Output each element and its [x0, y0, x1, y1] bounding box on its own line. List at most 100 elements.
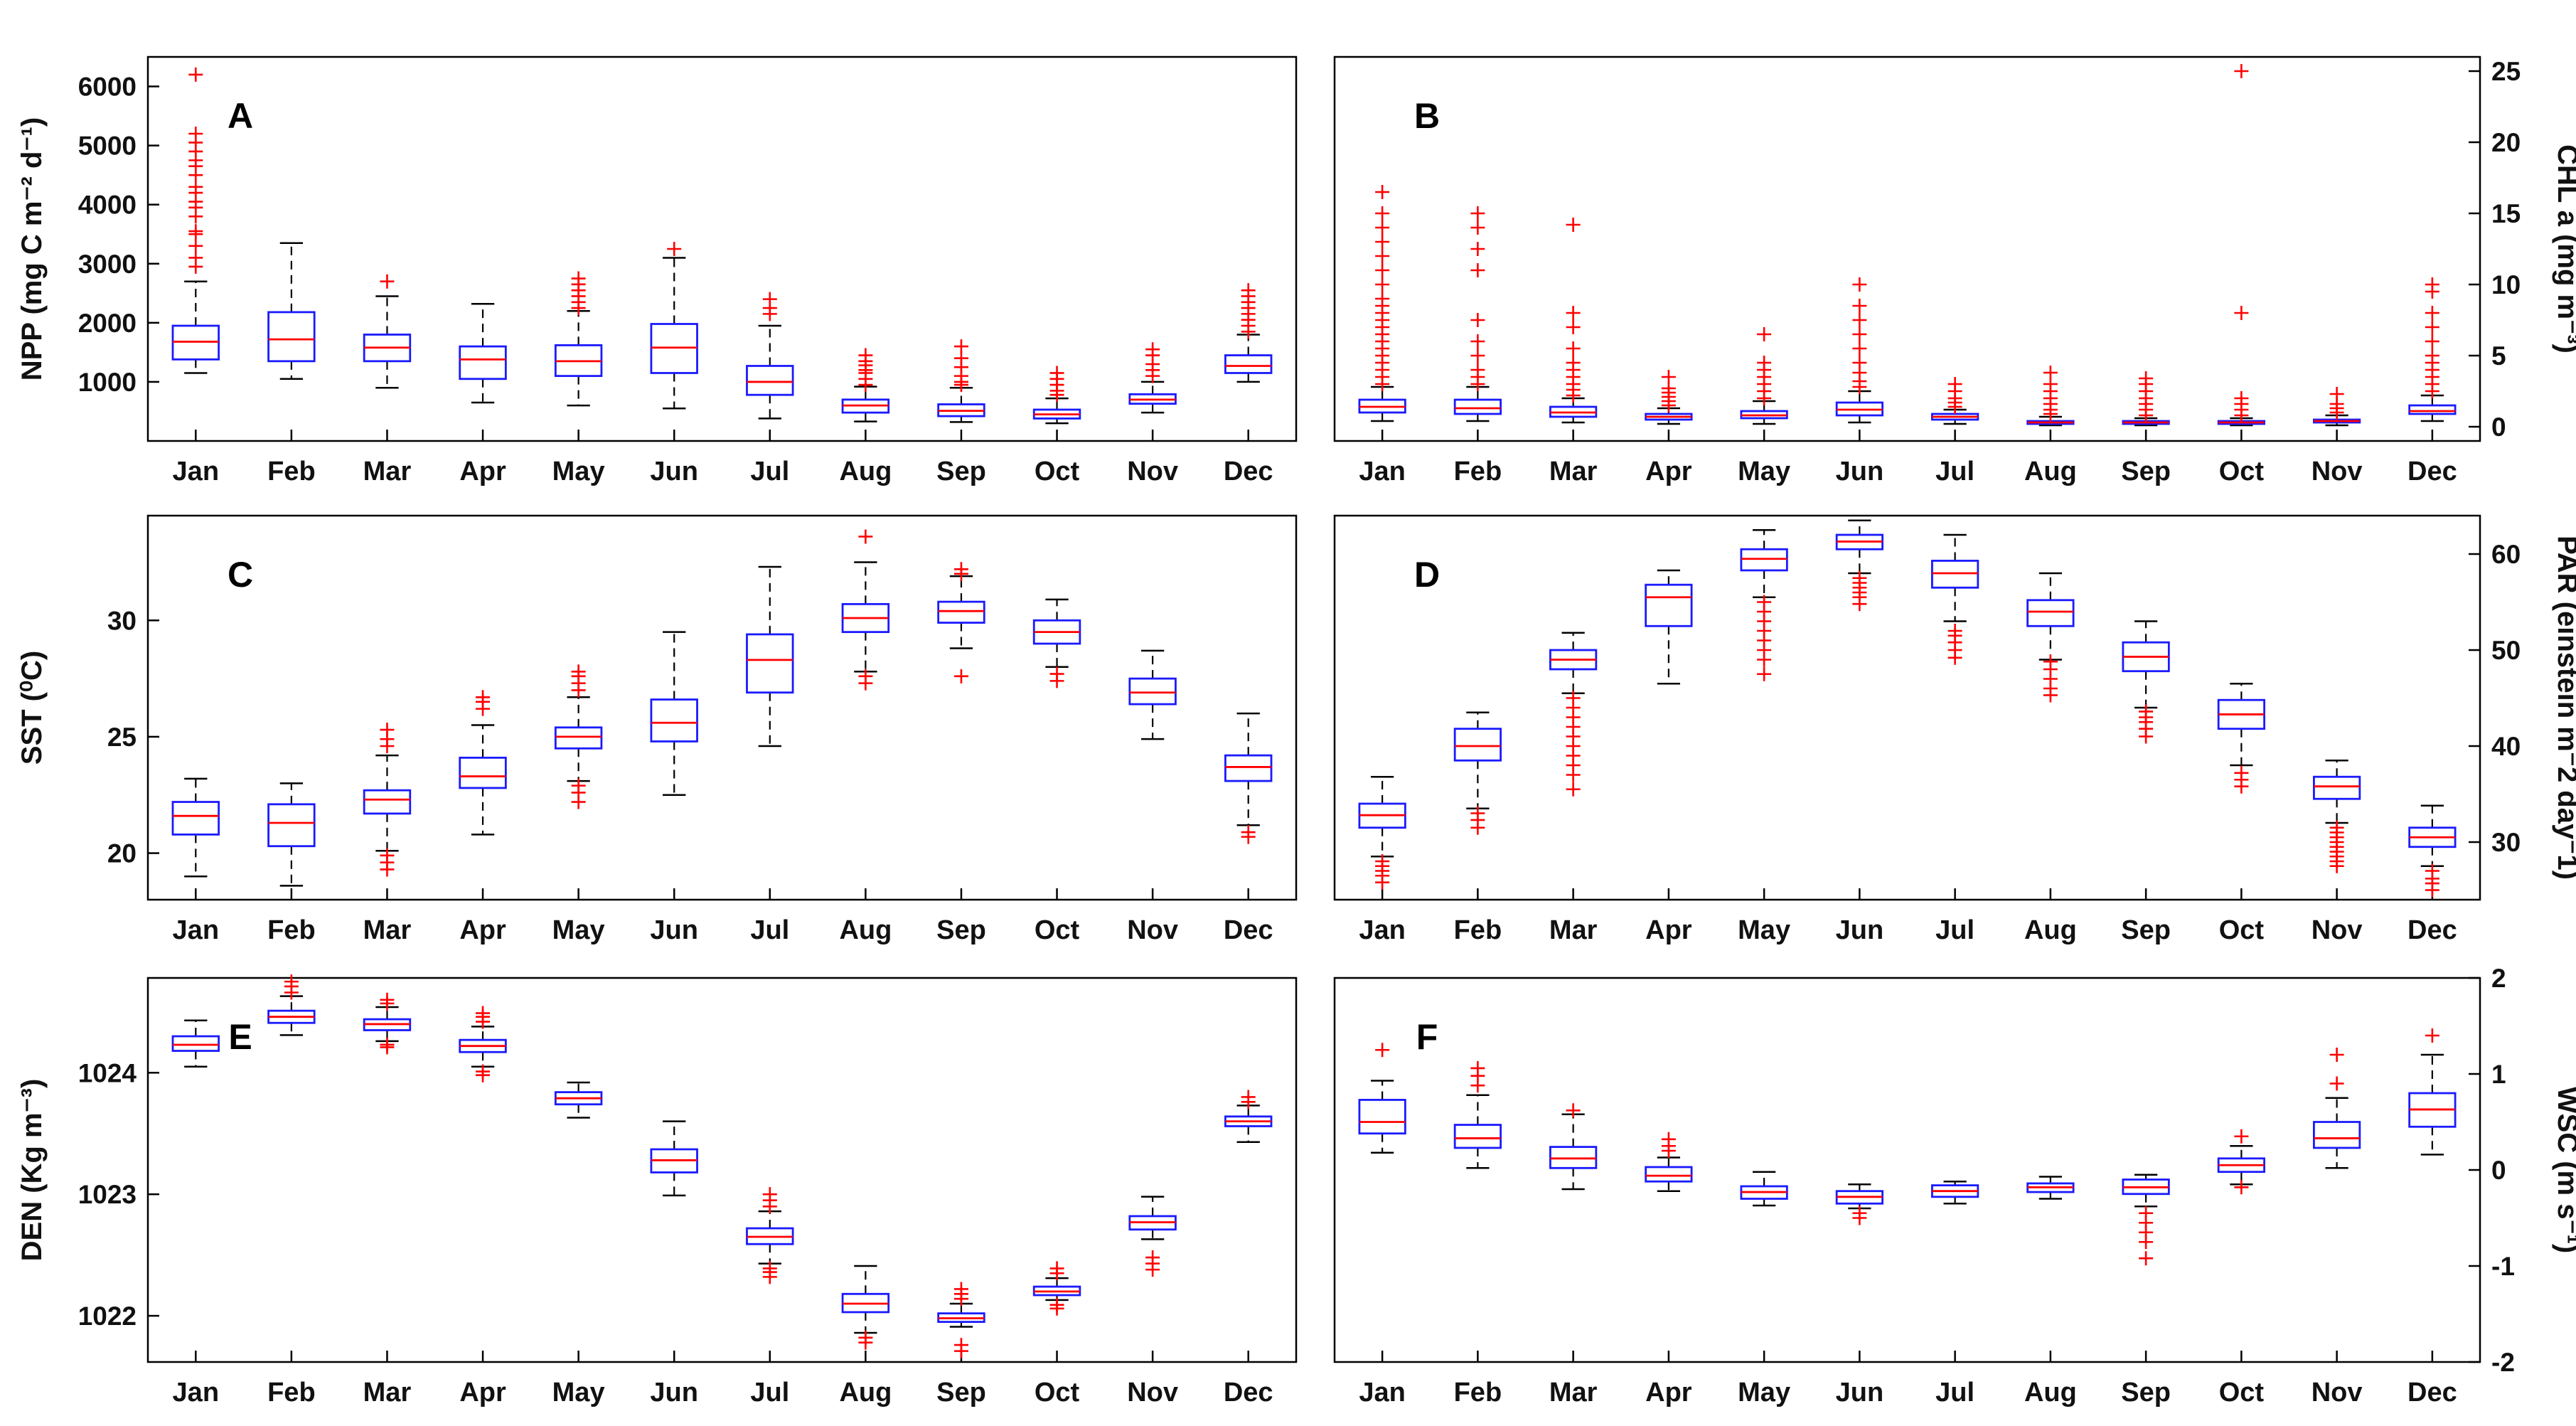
- box-aug: [2026, 1176, 2075, 1200]
- x-tick-label: Jan: [1359, 457, 1405, 486]
- outlier-marker: [2425, 863, 2439, 878]
- box-jun: [650, 1120, 698, 1197]
- x-tick-label: Jul: [1935, 457, 1974, 486]
- y-axis-label: PAR (einstein m⁻2 day⁻1): [2552, 536, 2576, 880]
- y-tick-label: 60: [2491, 540, 2521, 569]
- x-tick-label: Jul: [1935, 1378, 1974, 1408]
- outlier-marker: [1470, 313, 1485, 327]
- x-tick-label: Jun: [650, 457, 698, 486]
- outlier-marker: [380, 723, 395, 738]
- x-tick-label: Jun: [1836, 915, 1884, 945]
- x-tick-label: Jul: [750, 457, 789, 486]
- x-tick-label: May: [552, 1378, 605, 1408]
- box-oct: [2217, 1129, 2265, 1195]
- outlier-marker: [953, 1282, 968, 1297]
- x-tick-label: Oct: [1035, 1378, 1080, 1408]
- outlier-marker: [1470, 206, 1485, 220]
- box-jan: [171, 67, 220, 374]
- box-mar: [363, 992, 412, 1055]
- box-may: [554, 1081, 603, 1119]
- iqr-box: [171, 801, 220, 836]
- box-nov: [1128, 342, 1177, 414]
- x-tick-label: Oct: [1035, 457, 1080, 486]
- y-tick-label: 10: [2491, 270, 2521, 299]
- outlier-marker: [1566, 356, 1581, 370]
- panel-a: 1000 2000 3000 4000 5000 6000 Jan Feb Mar Apr May J…: [16, 55, 1298, 486]
- outlier-marker: [2234, 391, 2249, 405]
- y-tick-label: 5000: [78, 132, 137, 161]
- outlier-marker: [1241, 283, 1256, 298]
- x-tick-label: Mar: [1549, 1378, 1598, 1408]
- iqr-box: [267, 803, 316, 848]
- axes-frame: [146, 514, 1298, 901]
- outlier-marker: [667, 242, 682, 256]
- outlier-marker: [1145, 342, 1160, 357]
- outlier-marker: [380, 848, 395, 863]
- outlier-marker: [1566, 306, 1581, 320]
- iqr-box: [1453, 728, 1502, 762]
- x-tick-label: Sep: [936, 915, 986, 945]
- box-jun: [1835, 519, 1883, 612]
- outlier-marker: [2234, 1129, 2249, 1144]
- outlier-marker: [1852, 327, 1867, 341]
- box-jan: [1358, 185, 1406, 422]
- iqr-box: [2313, 775, 2361, 800]
- x-tick-label: Feb: [1454, 915, 1502, 945]
- panel-letter: C: [228, 555, 253, 595]
- y-axis-label: WSC (m s⁻¹): [2552, 1087, 2576, 1253]
- outlier-marker: [2043, 366, 2058, 380]
- x-tick-label: Feb: [267, 457, 316, 486]
- x-tick-label: Apr: [459, 457, 506, 486]
- box-dec: [1224, 283, 1273, 383]
- outlier-marker: [2329, 387, 2344, 401]
- x-tick-label: Oct: [2219, 457, 2265, 486]
- iqr-box: [459, 345, 507, 381]
- box-apr: [459, 1006, 507, 1082]
- iqr-box: [1645, 1166, 1693, 1183]
- axes-frame: [1333, 977, 2481, 1363]
- outlier-marker: [1375, 277, 1390, 292]
- box-jan: [171, 1019, 220, 1068]
- outlier-marker: [2043, 654, 2058, 669]
- box-oct: [1032, 598, 1081, 688]
- y-tick-label: 20: [107, 839, 137, 868]
- outlier-marker: [1566, 341, 1581, 356]
- outlier-marker: [1375, 206, 1390, 220]
- outlier-marker: [1470, 348, 1485, 363]
- axes-frame: [1333, 55, 2481, 442]
- panel-c: 20 25 30 Jan Feb Mar Apr May Jun Jul Aug Sep Oct Nov D…: [16, 514, 1298, 945]
- iqr-box: [1453, 1124, 1502, 1149]
- panel-letter: E: [228, 1017, 252, 1057]
- box-aug: [841, 1265, 890, 1350]
- box-apr: [459, 303, 507, 404]
- box-jun: [650, 631, 698, 796]
- outlier-marker: [1375, 249, 1390, 263]
- iqr-box: [2408, 404, 2457, 415]
- outlier-marker: [571, 664, 586, 679]
- y-tick-label: -1: [2491, 1252, 2515, 1281]
- x-tick-label: Aug: [839, 457, 892, 486]
- outlier-marker: [1661, 370, 1676, 384]
- x-tick-label: Aug: [2024, 915, 2077, 945]
- iqr-box: [1224, 354, 1273, 374]
- outlier-marker: [380, 1037, 395, 1052]
- x-tick-label: Dec: [1224, 457, 1273, 486]
- outlier-marker: [1757, 327, 1772, 341]
- box-nov: [2313, 387, 2361, 427]
- x-tick-label: May: [1738, 457, 1790, 486]
- outlier-marker: [1049, 1297, 1064, 1312]
- outlier-marker: [2234, 64, 2249, 78]
- outlier-marker: [1375, 292, 1390, 306]
- x-tick-label: Nov: [2312, 1378, 2363, 1408]
- x-tick-label: May: [1738, 1378, 1790, 1408]
- iqr-box: [363, 789, 412, 815]
- box-feb: [267, 242, 316, 381]
- box-dec: [1224, 712, 1273, 844]
- x-tick-label: Jan: [173, 1378, 219, 1408]
- y-tick-label: 20: [2491, 128, 2521, 157]
- outlier-marker: [1375, 1043, 1390, 1058]
- x-tick-label: Jul: [1935, 915, 1974, 945]
- x-tick-label: Aug: [2024, 457, 2077, 486]
- x-tick-label: Jun: [650, 915, 698, 945]
- iqr-box: [459, 756, 507, 789]
